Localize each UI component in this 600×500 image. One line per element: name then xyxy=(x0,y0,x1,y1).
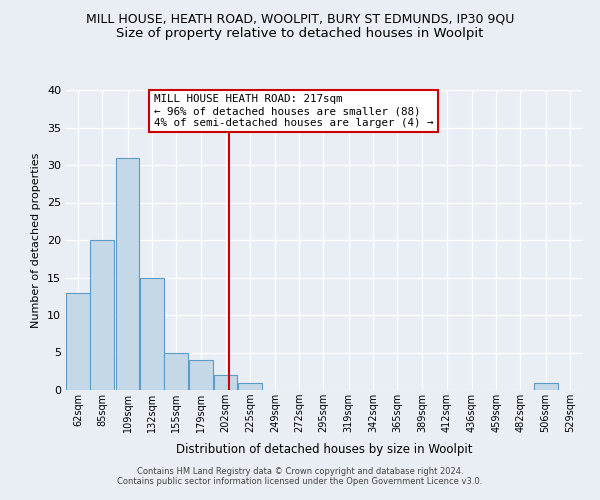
Text: MILL HOUSE, HEATH ROAD, WOOLPIT, BURY ST EDMUNDS, IP30 9QU: MILL HOUSE, HEATH ROAD, WOOLPIT, BURY ST… xyxy=(86,12,514,26)
Bar xyxy=(534,382,557,390)
Text: MILL HOUSE HEATH ROAD: 217sqm
← 96% of detached houses are smaller (88)
4% of se: MILL HOUSE HEATH ROAD: 217sqm ← 96% of d… xyxy=(154,94,433,128)
Y-axis label: Number of detached properties: Number of detached properties xyxy=(31,152,41,328)
Text: Contains HM Land Registry data © Crown copyright and database right 2024.: Contains HM Land Registry data © Crown c… xyxy=(137,467,463,476)
Text: Size of property relative to detached houses in Woolpit: Size of property relative to detached ho… xyxy=(116,28,484,40)
X-axis label: Distribution of detached houses by size in Woolpit: Distribution of detached houses by size … xyxy=(176,444,472,456)
Bar xyxy=(140,278,164,390)
Bar xyxy=(66,292,90,390)
Bar xyxy=(238,382,262,390)
Bar xyxy=(214,375,238,390)
Text: Contains public sector information licensed under the Open Government Licence v3: Contains public sector information licen… xyxy=(118,477,482,486)
Bar xyxy=(116,158,139,390)
Bar xyxy=(164,352,188,390)
Bar xyxy=(190,360,213,390)
Bar xyxy=(91,240,114,390)
